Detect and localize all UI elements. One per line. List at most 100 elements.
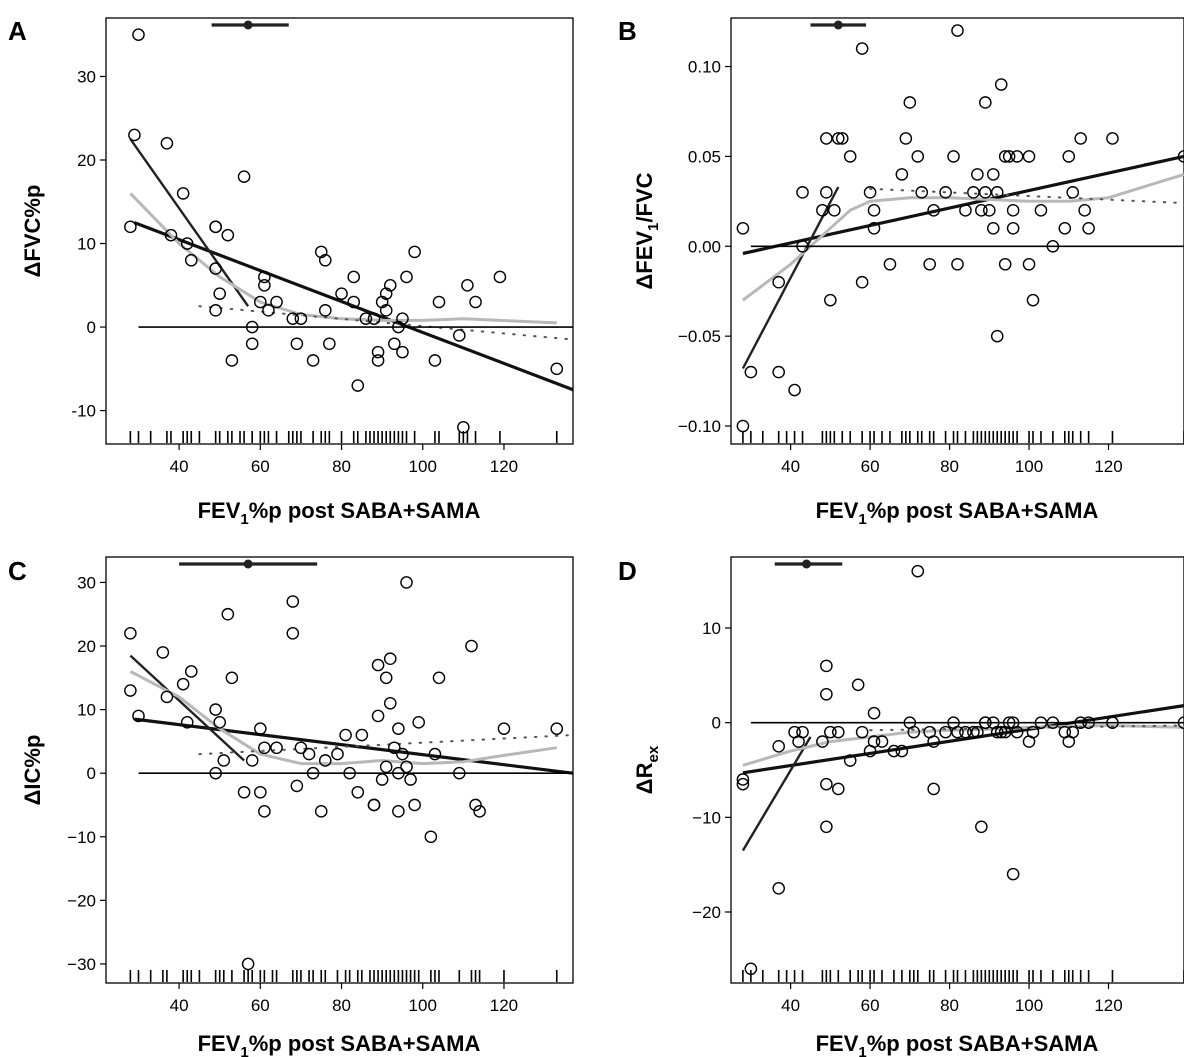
data-point xyxy=(379,671,393,685)
data-point xyxy=(180,237,194,250)
data-point xyxy=(392,766,405,780)
x-tick-label: 100 xyxy=(409,457,437,476)
data-point xyxy=(351,785,365,799)
x-tick-label: 100 xyxy=(1015,996,1043,1015)
panel-c: C 40 60 80 100 120 −30 −20 −10 0 10 20 30 FEV1%p post… xyxy=(8,556,574,1057)
data-point xyxy=(339,728,352,742)
data-point xyxy=(408,798,421,812)
data-point xyxy=(907,725,921,739)
data-point xyxy=(927,735,940,748)
x-tick-label: 60 xyxy=(861,996,880,1015)
data-point xyxy=(270,741,283,755)
data-point xyxy=(1082,716,1095,729)
data-point xyxy=(744,365,758,379)
data-point xyxy=(550,722,564,735)
data-point xyxy=(1046,239,1060,253)
data-point xyxy=(294,312,308,326)
data-point xyxy=(1058,222,1072,235)
data-point xyxy=(428,354,442,367)
data-point xyxy=(1034,716,1048,729)
data-point xyxy=(895,744,909,758)
data-point xyxy=(998,150,1012,163)
x-tick-label: 40 xyxy=(781,457,800,476)
data-point xyxy=(1106,716,1119,729)
plot-area xyxy=(124,28,573,443)
data-point xyxy=(290,337,304,351)
data-point xyxy=(796,186,809,199)
plot-area xyxy=(736,564,1184,982)
data-point xyxy=(855,275,869,289)
data-point xyxy=(209,262,222,275)
panel-a: A 40 60 80 100 120 -10 0 10 20 30 FEV1%p post SABA+… xyxy=(8,16,574,528)
series-dotted xyxy=(198,305,573,341)
y-tick-label: 10 xyxy=(77,235,96,254)
data-point xyxy=(820,186,833,199)
x-tick-label: 120 xyxy=(1094,457,1122,476)
data-point xyxy=(939,186,952,199)
y-tick-label: 10 xyxy=(702,619,721,638)
data-point xyxy=(1082,222,1095,235)
y-tick-label: 20 xyxy=(77,151,96,170)
plot-frame xyxy=(105,17,574,445)
data-point xyxy=(493,270,507,284)
data-point xyxy=(318,253,332,267)
panel-letter: C xyxy=(8,556,27,586)
data-point xyxy=(1026,293,1040,307)
data-point xyxy=(286,312,300,326)
data-point xyxy=(452,766,466,780)
y-tick-label: 10 xyxy=(77,701,96,720)
data-point xyxy=(176,187,190,200)
data-point xyxy=(986,168,1000,181)
data-point xyxy=(1066,725,1080,739)
panel-b: B 40 60 80 100 120 −0.10 −0.05 0.00 0.05 0.10 FEV1%… xyxy=(618,16,1184,528)
data-point xyxy=(432,671,446,685)
y-tick-label: 30 xyxy=(77,67,96,86)
x-tick-label: 40 xyxy=(170,996,189,1015)
data-point xyxy=(465,639,478,653)
data-point xyxy=(124,684,137,697)
series-black-line xyxy=(741,736,812,852)
data-point xyxy=(903,96,917,109)
data-point xyxy=(379,287,393,300)
data-point xyxy=(796,725,809,739)
data-point xyxy=(400,576,413,589)
y-tick-label: −0.05 xyxy=(678,327,721,346)
data-point xyxy=(736,777,750,791)
data-point xyxy=(788,383,801,397)
series-dotted xyxy=(869,187,1184,205)
data-point xyxy=(371,354,385,367)
data-point xyxy=(258,741,271,755)
y-tick-label: 0 xyxy=(87,318,96,337)
data-point xyxy=(867,735,881,748)
plot-frame xyxy=(105,556,574,984)
data-point xyxy=(209,703,222,716)
data-point xyxy=(772,365,785,379)
data-point xyxy=(816,204,829,217)
data-point xyxy=(254,295,267,309)
data-point xyxy=(824,293,837,307)
data-point xyxy=(824,725,837,739)
series-black-line xyxy=(129,138,250,307)
data-point xyxy=(990,725,1004,739)
data-point xyxy=(367,798,381,812)
data-point xyxy=(217,754,231,767)
y-tick-label: −20 xyxy=(692,903,721,922)
data-point xyxy=(979,96,992,109)
data-point xyxy=(184,253,198,267)
data-point xyxy=(1177,716,1184,729)
data-point xyxy=(831,782,845,796)
data-point xyxy=(408,245,421,259)
data-point xyxy=(986,222,1000,235)
data-point xyxy=(927,782,940,796)
data-point xyxy=(347,270,361,284)
panel-letter: B xyxy=(618,16,637,46)
x-axis-label: FEV1%p post SABA+SAMA xyxy=(816,1031,1099,1057)
data-point xyxy=(975,204,988,217)
data-point xyxy=(254,785,267,799)
data-point xyxy=(796,239,809,253)
data-point xyxy=(497,722,511,735)
data-point xyxy=(375,295,389,309)
data-point xyxy=(404,773,417,786)
data-point xyxy=(915,186,929,199)
